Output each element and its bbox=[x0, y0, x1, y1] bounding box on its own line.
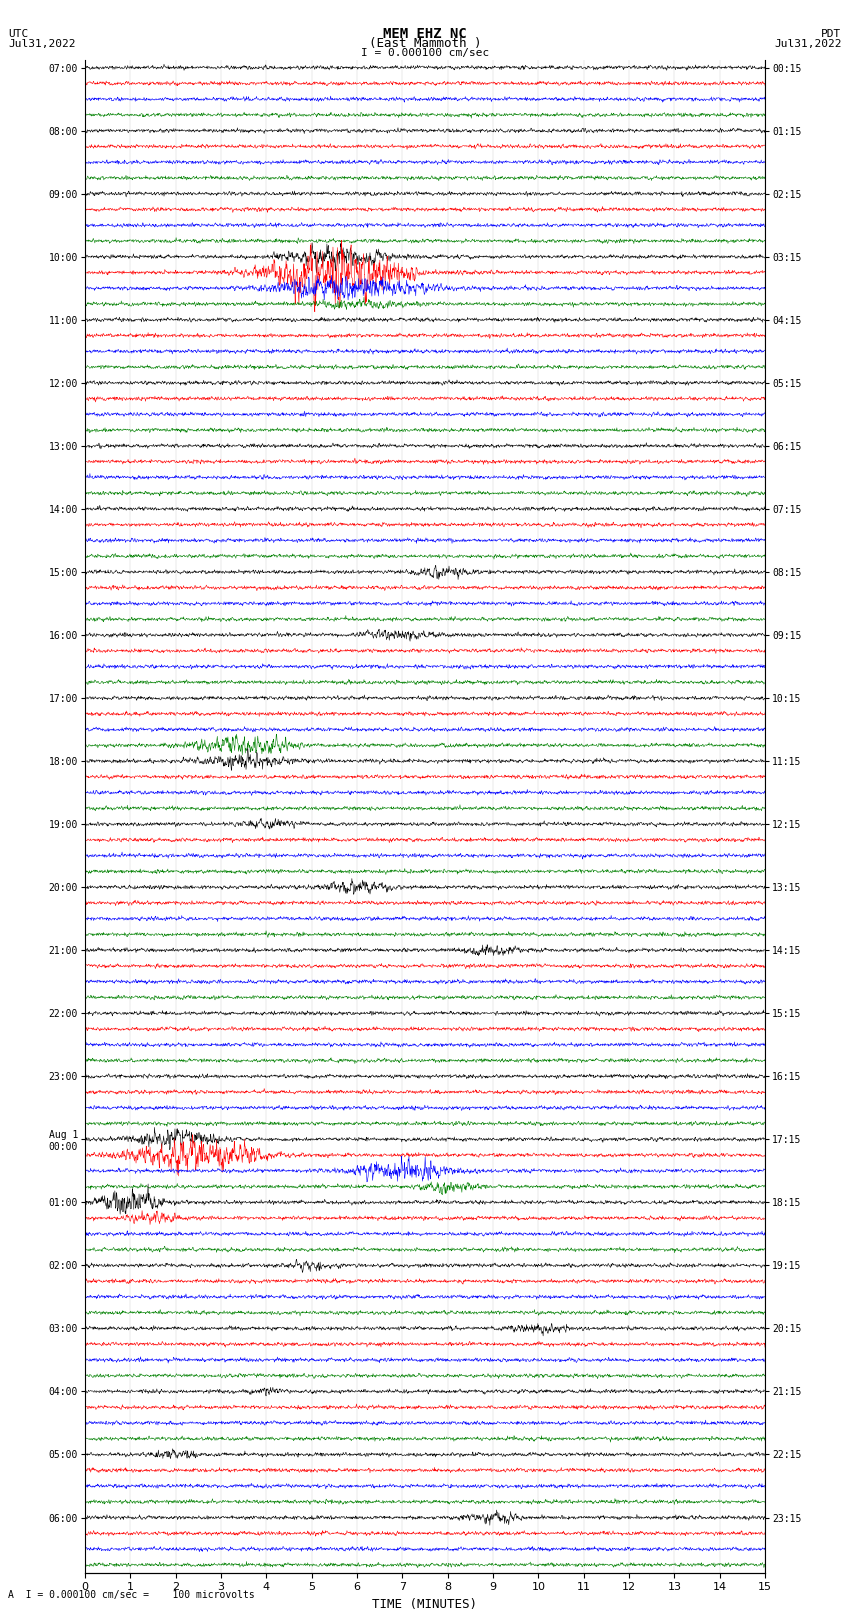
Text: (East Mammoth ): (East Mammoth ) bbox=[369, 37, 481, 50]
Text: I = 0.000100 cm/sec: I = 0.000100 cm/sec bbox=[361, 48, 489, 58]
Text: UTC: UTC bbox=[8, 29, 29, 39]
Text: Jul31,2022: Jul31,2022 bbox=[8, 39, 76, 48]
Text: PDT: PDT bbox=[821, 29, 842, 39]
Text: MEM EHZ NC: MEM EHZ NC bbox=[383, 27, 467, 40]
Text: Jul31,2022: Jul31,2022 bbox=[774, 39, 842, 48]
Text: A  I = 0.000100 cm/sec =    100 microvolts: A I = 0.000100 cm/sec = 100 microvolts bbox=[8, 1590, 255, 1600]
X-axis label: TIME (MINUTES): TIME (MINUTES) bbox=[372, 1598, 478, 1611]
